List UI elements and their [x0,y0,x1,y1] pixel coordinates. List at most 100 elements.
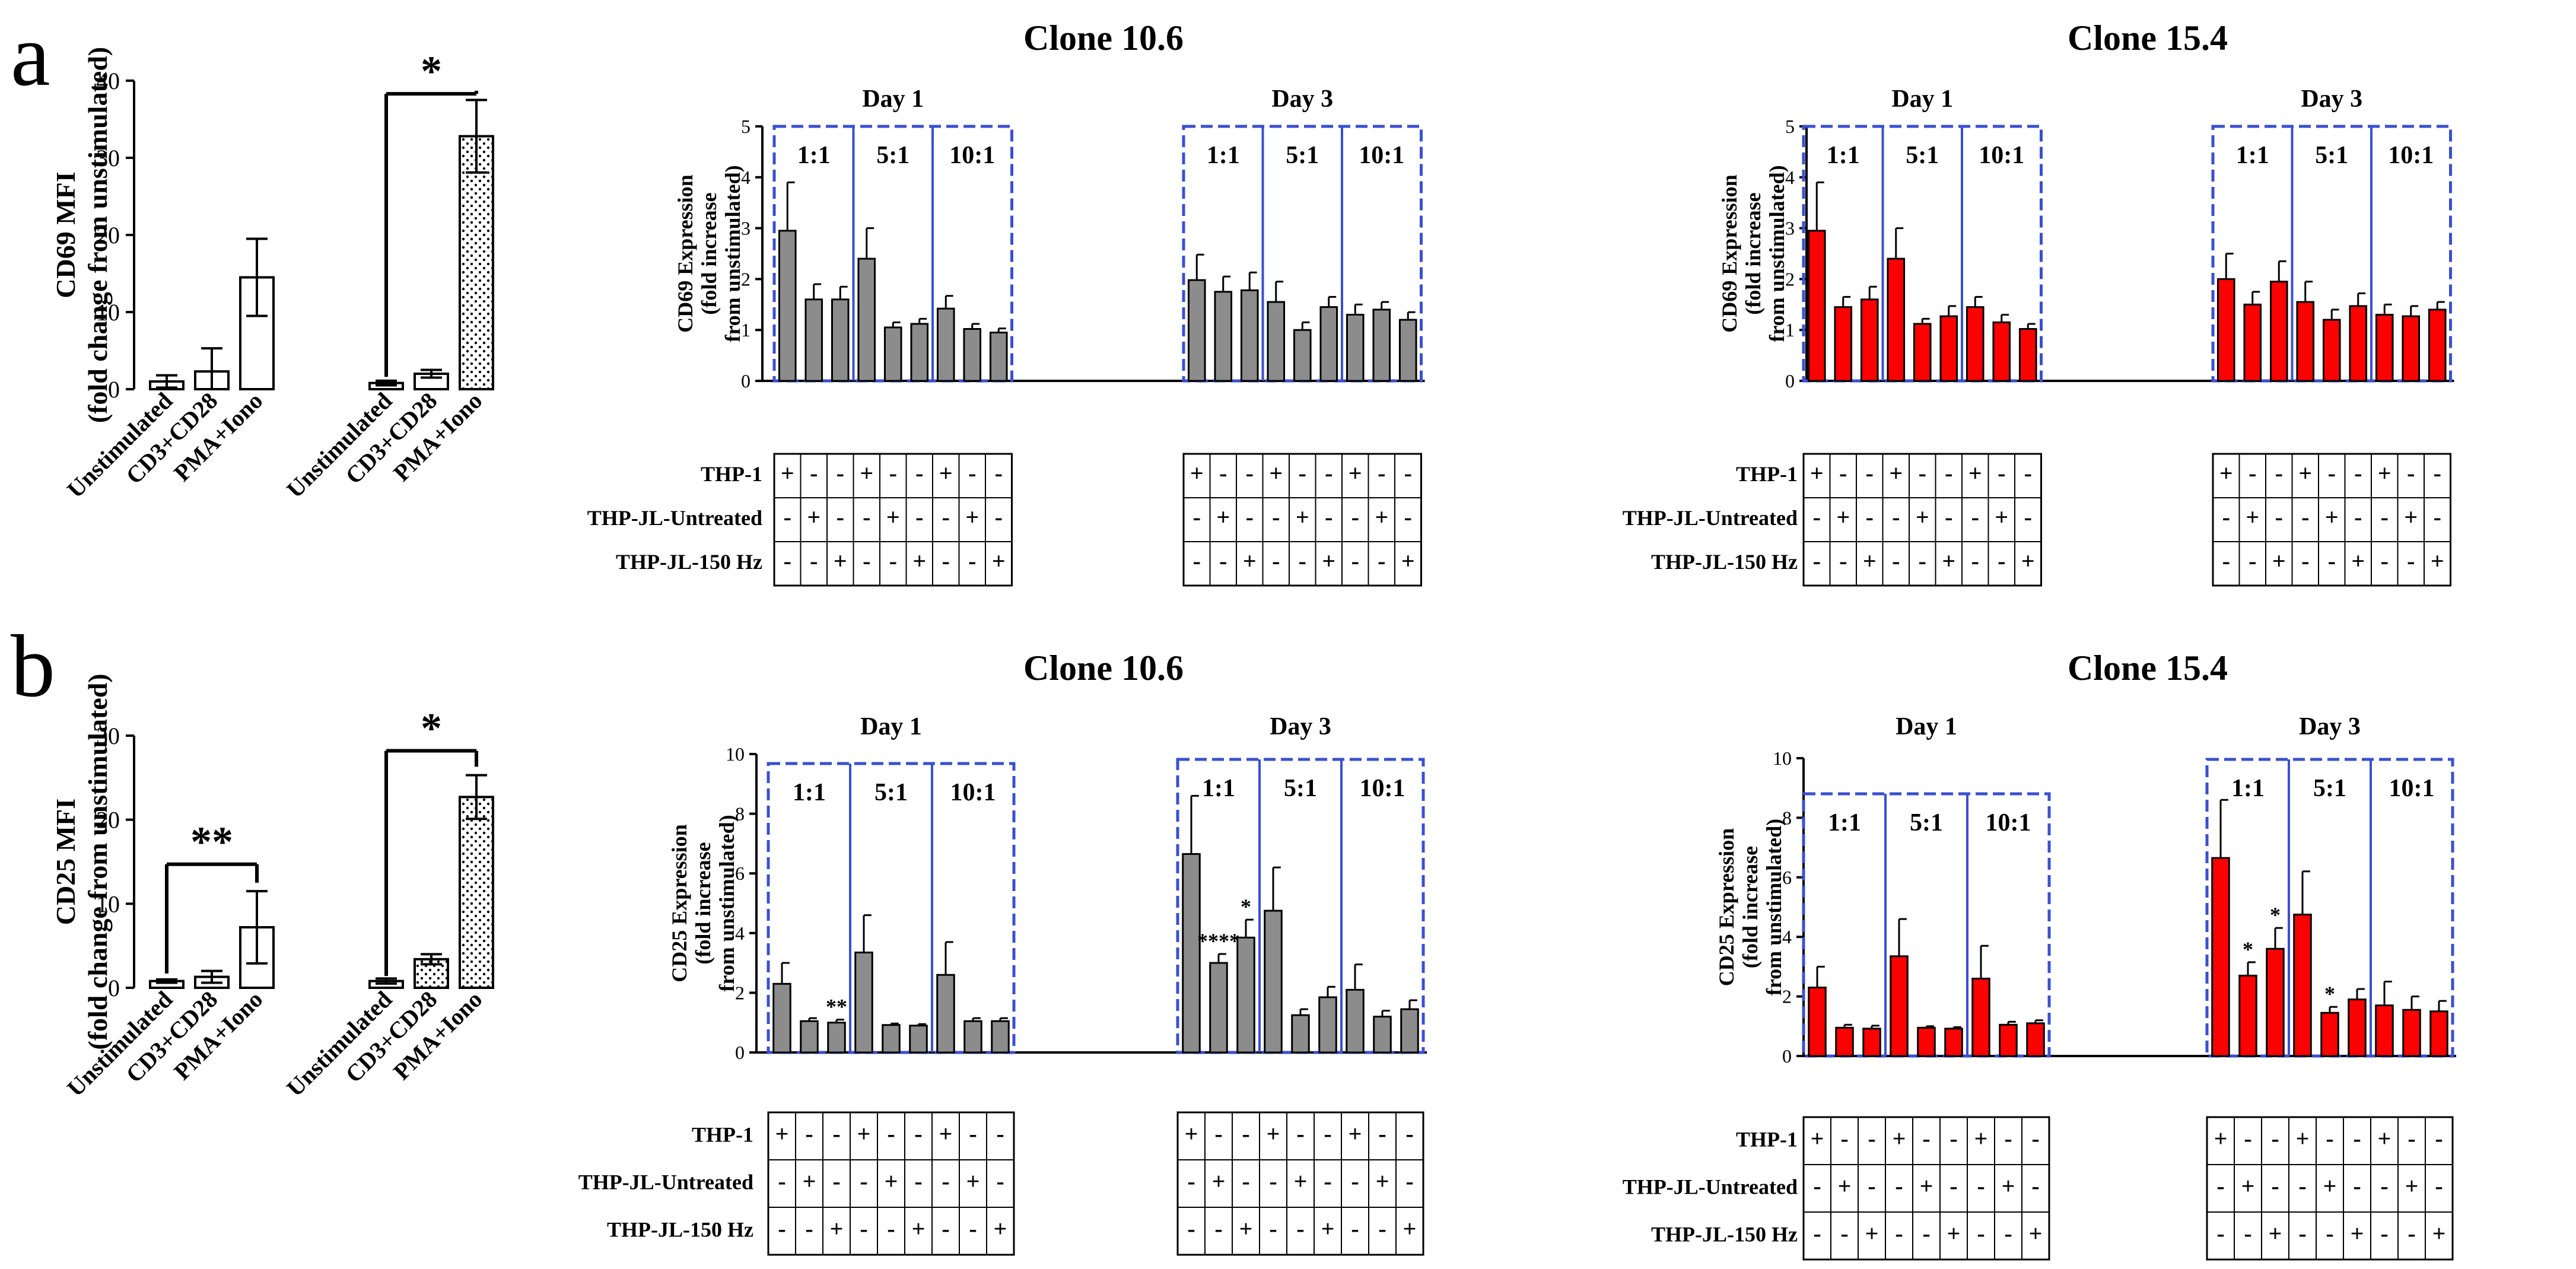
a-clone106-y-tick-label: 4 [741,167,750,188]
b-clone106-bar [1209,962,1228,1054]
a-clone154-y-tick-label: 2 [1785,268,1795,290]
b-clone106-table-sign: - [805,1121,813,1147]
b-clone106-table-row-label: THP-JL-150 Hz [607,1218,753,1242]
b-clone106-table-sign: - [778,1168,785,1195]
a-clone106-table-sign: - [863,548,870,574]
b-clone154-bar [2402,1009,2421,1057]
b-clone106-table-sign: - [1269,1216,1277,1242]
b-clone106-table-sign: + [1185,1121,1198,1147]
b-clone106-table-sign: - [1187,1216,1195,1242]
a-clone154-table-sign: + [2431,548,2444,574]
a-clone154-table [2212,453,2451,587]
a-clone106-table-sign: - [1299,460,1306,486]
a-clone106-table-sign: - [1246,460,1254,486]
a-clone154-bar [2216,278,2235,382]
a-clone106-bar [1319,306,1338,382]
a-clone154-ratio-label: 10:1 [1979,142,2024,169]
a-clone106-title: Clone 10.6 [1023,18,1184,58]
a-clone154-y-axis-label: CD69 Expression [1718,174,1741,332]
b-clone154-y-tick-label: 0 [1782,1045,1792,1067]
b-clone154-table-sign: + [2029,1220,2043,1247]
b-left-y-axis-label: (fold change from unstimulated) [82,673,113,1049]
a-clone106-y-axis-label: (fold increase [697,192,721,314]
b-clone154-table-sign: + [2351,1220,2364,1247]
a-clone106-table-sign: + [1322,548,1335,574]
b-clone154-y-axis-label: (fold increase [1738,846,1762,968]
a-clone106-table-sign: - [1272,548,1280,574]
a-clone106-table-sign: - [968,460,976,486]
b-clone106-bar [991,1020,1010,1054]
b-clone154-table-sign: - [2271,1125,2279,1152]
a-clone154-table-sign: + [2021,548,2035,574]
b-clone106-table-sign: + [994,1216,1007,1242]
b-clone154-table-row-label: THP-JL-150 Hz [1651,1223,1798,1246]
a-clone154-bar [2269,281,2288,382]
a-clone106-table-sign: - [1351,504,1359,530]
b-clone154-table-sign: + [2432,1220,2446,1247]
a-clone106-table-sign: + [1375,504,1388,530]
a-clone154-bar [1834,306,1853,382]
a-clone106-table-row-label: THP-1 [701,462,762,486]
a-clone154-table-sign: - [2249,460,2256,486]
b-clone106-ratio-label: 5:1 [874,779,908,806]
a-clone106-y-axis-label: CD69 Expression [673,174,697,332]
b-clone154-table-sign: + [1920,1173,1933,1200]
a-clone154-table-sign: - [2024,504,2032,530]
b-clone106-table-sign: - [1296,1216,1304,1242]
b-clone106-y-tick-label: 8 [735,803,745,825]
b-clone154-table-sign: - [2271,1173,2279,1200]
b-clone106-table-sign: - [1378,1121,1386,1147]
b-clone106-bar [772,982,791,1054]
b-left-bar [459,796,494,989]
b-clone154-table-sign: - [2298,1173,2306,1200]
a-clone106-ratio-label: 5:1 [1286,142,1319,169]
b-clone154-table-sign: + [1947,1220,1961,1247]
a-clone106-bar [1240,289,1259,382]
a-clone106-bar [1293,329,1312,382]
a-clone154-table-sign: - [2301,504,2309,530]
b-clone154-bar [2026,1022,2045,1057]
b-clone154-table-sign: - [2298,1220,2306,1247]
a-clone154-table-sign: + [1863,548,1877,574]
b-clone154-table-sign: - [2244,1125,2251,1152]
a-clone106-bar [1214,291,1233,382]
b-clone106-day-label: Day 1 [860,713,922,740]
a-clone154-ratio-label: 1:1 [1827,142,1860,169]
a-clone106-bar [1398,319,1417,382]
a-clone106-table-sign: - [1378,460,1385,486]
b-clone154-ratio-label: 5:1 [2313,775,2346,802]
b-clone154-table-sign: - [2353,1173,2361,1200]
a-clone154-table-sign: - [2024,460,2032,486]
b-clone106-table-sign: - [996,1121,1004,1147]
b-clone154-sig-stars: * [2243,937,2253,961]
a-clone106-bar [1346,313,1365,382]
a-clone154-day-label: Day 1 [1891,85,1953,113]
a-clone106-table-sign: + [1216,504,1230,530]
a-clone106-table-sign: - [942,504,950,530]
b-clone106-table-sign: - [914,1121,922,1147]
b-clone106-bar [1400,1008,1419,1054]
a-clone154-table-sign: - [2249,548,2256,574]
a-clone106-table-sign: - [863,504,870,530]
b-clone106-table-sign: - [860,1168,867,1195]
b-clone106-table-sign: - [1269,1168,1277,1195]
b-clone106-table-sign: - [832,1168,840,1195]
a-clone154-table-sign: - [2354,504,2362,530]
b-clone154-table-sign: - [2216,1173,2224,1200]
b-clone154-table [2206,1116,2454,1261]
a-clone154-table-sign: - [2434,504,2441,530]
a-clone154-table [1802,453,2042,587]
a-clone106-ratio-label: 10:1 [1359,142,1404,169]
b-clone154-table-sign: - [2380,1220,2388,1247]
b-clone154-table-sign: + [1974,1125,1988,1152]
b-clone106-y-tick-label: 4 [735,923,745,944]
a-clone154-bar [1966,306,1985,382]
b-clone106-table [1176,1111,1424,1256]
a-clone106-table-sign: + [860,460,873,486]
a-clone154-bar [1887,257,1906,382]
a-clone154-table-sign: - [2275,460,2283,486]
a-clone154-table-sign: + [2219,460,2233,486]
a-clone154-table-sign: + [2325,504,2339,530]
b-clone154-table-row-label: THP-JL-Untreated [1623,1175,1798,1199]
a-clone154-bar [2375,313,2394,382]
